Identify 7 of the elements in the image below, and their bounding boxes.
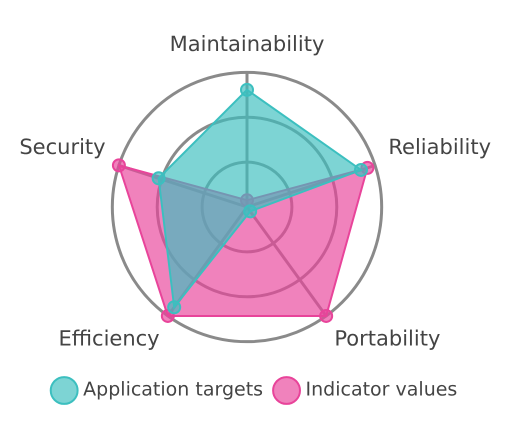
spoke-label: Security — [19, 134, 106, 159]
legend-label: Application targets — [83, 378, 264, 400]
legend-label: Indicator values — [306, 378, 458, 400]
spoke-label: Portability — [334, 326, 440, 350]
spoke-label: Efficiency — [58, 326, 160, 350]
spoke-label: Reliability — [388, 134, 492, 159]
spoke-label: Maintainability — [170, 32, 324, 56]
